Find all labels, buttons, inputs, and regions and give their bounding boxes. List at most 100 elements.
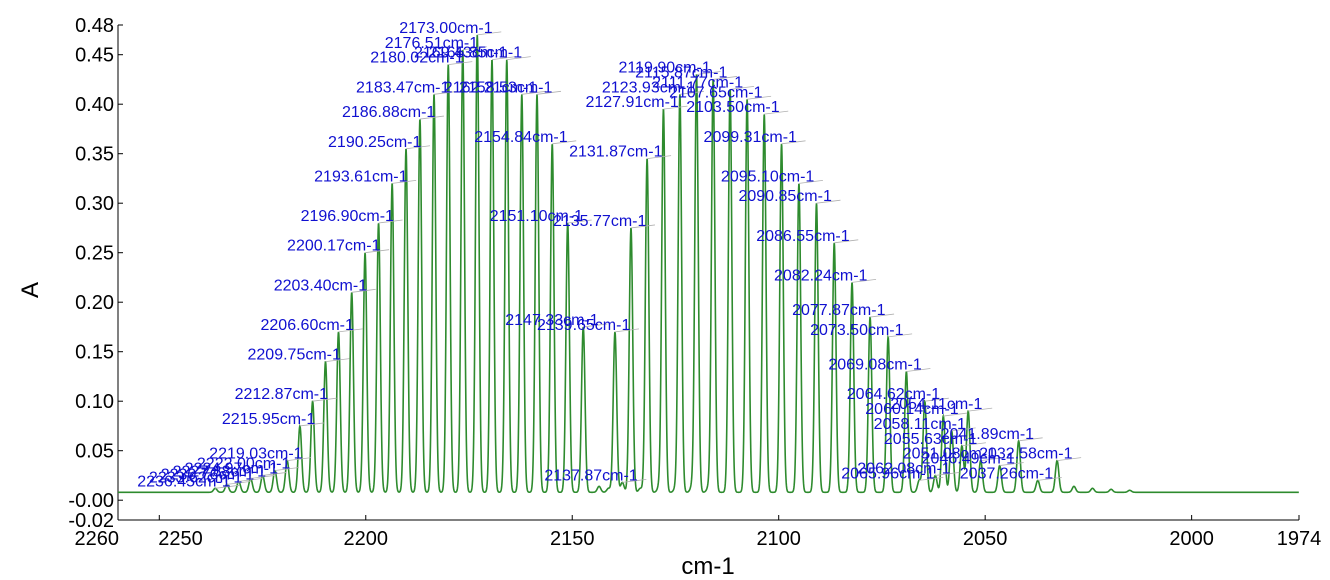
peak-leader: [477, 31, 502, 36]
peak-label: 2183.47cm-1: [356, 79, 449, 96]
y-tick-label: 0.48: [75, 15, 114, 37]
peak-leader: [226, 480, 251, 485]
peak-label: 2037.26cm-1: [960, 465, 1053, 482]
peak-label: 2196.90cm-1: [301, 208, 394, 225]
peak-leader: [919, 477, 944, 481]
peak-leader: [299, 422, 324, 427]
x-tick-label: 2250: [158, 528, 203, 550]
peak-leader: [999, 462, 1024, 466]
peak-label: 2127.91cm-1: [585, 94, 678, 111]
peak-leader: [238, 477, 263, 482]
peak-leader: [405, 145, 431, 150]
peak-label: 2062.08cm-1: [857, 460, 950, 477]
x-tick-label: 2150: [550, 528, 595, 550]
peak-leader: [980, 457, 1005, 461]
y-axis-title: A: [17, 282, 44, 298]
peak-leader: [764, 110, 789, 115]
peak-label: 2209.75cm-1: [248, 347, 341, 364]
peak-label: 2069.08cm-1: [828, 357, 921, 374]
y-tick-label: 0.10: [75, 391, 114, 413]
peak-leader: [1018, 437, 1043, 442]
peak-leader: [274, 467, 299, 471]
peak-leader: [448, 61, 473, 65]
peak-label: 2190.25cm-1: [328, 134, 421, 151]
peak-leader: [696, 71, 721, 75]
peak-leader: [1037, 477, 1062, 481]
peak-label: 2041.89cm-1: [941, 426, 1034, 443]
y-axis: -0.02-0.00 0.05 0.10 0.15 0.20 0.25 0.30 0.35 0.…: [68, 15, 123, 532]
peak-leader: [630, 224, 656, 229]
peak-label: 2131.87cm-1: [569, 144, 662, 161]
peak-leader: [1057, 457, 1082, 461]
y-tick-label: -0.00: [68, 490, 114, 512]
peak-label: 2222.00cm-1: [197, 456, 290, 473]
peak-leader: [906, 368, 931, 372]
peak-label: 2060.14cm-1: [865, 401, 958, 418]
peak-leader: [951, 427, 976, 432]
y-tick-label: 0.40: [75, 94, 114, 116]
peak-label: 2137.87cm-1: [544, 467, 637, 484]
peak-label: 2051.08cm-1: [903, 446, 996, 463]
peak-leader: [614, 328, 640, 333]
peak-leader: [679, 90, 704, 95]
peak-leader: [567, 219, 592, 224]
peak-label: 2032.58cm-1: [979, 446, 1072, 463]
peak-label: 2054.11cm-1: [890, 396, 982, 413]
y-tick-label: 0.30: [75, 193, 114, 215]
peak-labels: 2236.45cm-12233.62cm-12230.76cm-12227.88…: [137, 20, 1082, 490]
peak-label: 2165.85cm-1: [429, 45, 522, 62]
peak-label: 2147.33cm-1: [505, 312, 598, 329]
y-tick-label: -0.02: [68, 510, 114, 532]
peak-leader: [351, 288, 376, 293]
x-axis: 2260 2250 2200 2150 2100 2050 2000 1974: [75, 515, 1322, 550]
peak-label: 2200.17cm-1: [287, 238, 380, 255]
peak-leader: [851, 279, 877, 283]
peak-label: 2169.43cm-1: [414, 45, 507, 62]
peak-leader: [961, 442, 986, 447]
peak-label: 2212.87cm-1: [235, 386, 328, 403]
peak-leader: [378, 219, 403, 224]
peak-label: 2180.02cm-1: [370, 50, 463, 67]
peak-leader: [433, 90, 459, 95]
peak-label: 2151.10cm-1: [490, 208, 583, 225]
peak-label: 2206.60cm-1: [261, 317, 354, 334]
peak-leader: [521, 90, 546, 95]
peak-leader: [888, 333, 913, 338]
peak-leader: [338, 328, 363, 333]
peak-label: 2215.95cm-1: [222, 411, 315, 428]
peak-label: 2107.65cm-1: [669, 84, 762, 101]
peak-leader: [781, 140, 806, 145]
y-tick-label: 0.15: [75, 342, 114, 364]
peak-leader: [536, 90, 562, 95]
peak-leader: [506, 56, 531, 61]
peak-leader: [250, 475, 275, 479]
peak-leader: [262, 472, 287, 476]
peak-leader: [583, 323, 608, 328]
peak-leader: [968, 407, 993, 412]
x-tick-label: 1974: [1277, 528, 1322, 550]
peak-leader: [834, 239, 859, 244]
peak-label: 2064.62cm-1: [847, 386, 940, 403]
peak-label: 2090.85cm-1: [738, 188, 831, 205]
peak-leader: [730, 85, 755, 90]
peak-label: 2186.88cm-1: [342, 104, 435, 121]
peak-leader: [325, 358, 350, 362]
peak-label: 2227.88cm-1: [173, 463, 266, 480]
peak-label: 2123.93cm-1: [602, 79, 695, 96]
peak-leader: [747, 95, 772, 100]
peak-label: 2058.11cm-1: [874, 416, 966, 433]
x-tick-label: 2200: [344, 528, 389, 550]
peak-leader: [312, 397, 337, 402]
x-tick-label: 2100: [756, 528, 801, 550]
peak-label: 2077.87cm-1: [792, 302, 885, 319]
peak-label: 2236.45cm-1: [137, 473, 230, 490]
peak-label: 2139.65cm-1: [537, 317, 630, 334]
y-tick-label: 0.35: [75, 144, 114, 166]
peak-label: 2046.49cm-1: [922, 451, 1015, 468]
peak-leader: [365, 249, 390, 254]
peak-leader: [798, 180, 823, 184]
peak-leader: [462, 46, 487, 51]
peak-label: 2135.77cm-1: [553, 213, 646, 230]
x-tick-label: 2050: [963, 528, 1008, 550]
peak-label: 2162.21cm-1: [444, 79, 537, 96]
